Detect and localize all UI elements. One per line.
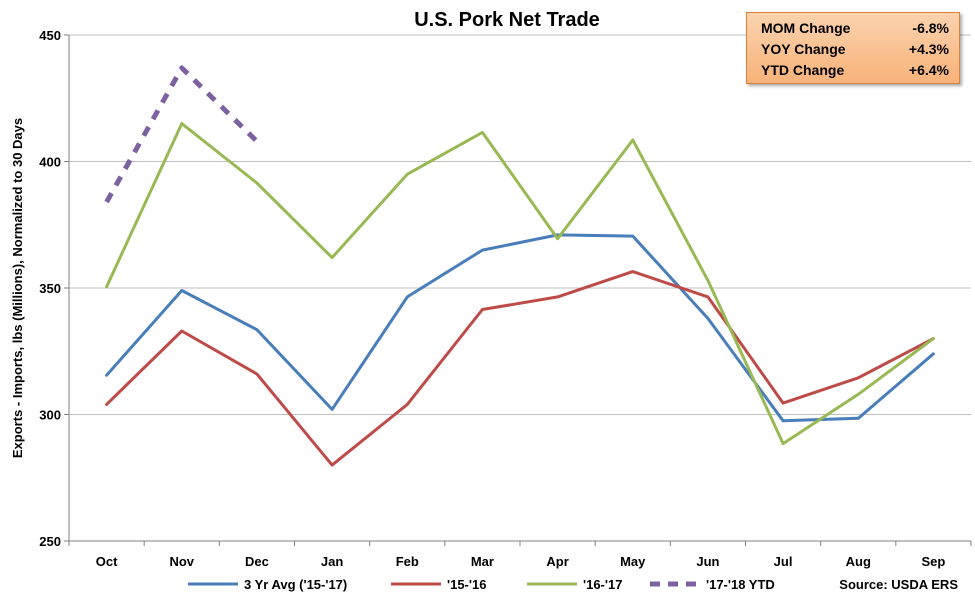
y-tick-label: 250: [39, 534, 61, 549]
stat-row-ytd: YTD Change +6.4%: [761, 60, 949, 81]
stat-value: +6.4%: [908, 62, 949, 78]
stat-label: YTD Change: [761, 62, 845, 78]
x-tick-label: Jan: [321, 554, 343, 569]
stats-box: MOM Change -6.8% YOY Change +4.3% YTD Ch…: [746, 12, 960, 84]
x-tick-label: Mar: [471, 554, 494, 569]
legend: 3 Yr Avg ('15-'17) '15-'16 '16-'17 '17-'18 …: [188, 577, 775, 592]
chart-title: U.S. Pork Net Trade: [414, 9, 600, 31]
stat-row-mom: MOM Change -6.8%: [761, 18, 949, 39]
x-tick-label: Aug: [846, 554, 871, 569]
x-tick-label: Oct: [96, 554, 118, 569]
series-line-2: [105, 122, 935, 446]
gridlines: [64, 34, 971, 542]
series-line-3: [104, 65, 259, 204]
y-tick-labels: 250 300 350 400 450: [39, 28, 61, 549]
legend-label: '15-'16: [447, 577, 486, 592]
y-tick-label: 300: [39, 408, 61, 423]
axes: [68, 35, 972, 546]
x-tick-label: Dec: [245, 554, 269, 569]
legend-label: 3 Yr Avg ('15-'17): [244, 577, 347, 592]
x-tick-labels: Oct Nov Dec Jan Feb Mar Apr May Jun Jul Aug Sep: [96, 554, 946, 569]
x-tick-label: Feb: [396, 554, 419, 569]
legend-label: '17-'18 YTD: [706, 577, 775, 592]
y-axis-label: Exports - Imports, lbs (Millions), Norma…: [10, 118, 25, 458]
x-tick-label: Apr: [546, 554, 568, 569]
x-tick-label: May: [620, 554, 646, 569]
x-tick-label: Sep: [921, 554, 945, 569]
source-note: Source: USDA ERS: [839, 577, 958, 592]
stat-row-yoy: YOY Change +4.3%: [761, 39, 949, 60]
series-line-0: [105, 233, 935, 423]
stat-value: +4.3%: [908, 41, 949, 57]
series-line-1: [105, 270, 935, 467]
series-lines: [104, 65, 935, 467]
stat-label: MOM Change: [761, 20, 851, 36]
stat-label: YOY Change: [761, 41, 846, 57]
stat-value: -6.8%: [912, 20, 949, 36]
y-tick-label: 450: [39, 28, 61, 43]
y-tick-label: 400: [39, 155, 61, 170]
x-tick-label: Nov: [169, 554, 194, 569]
x-tick-label: Jun: [696, 554, 719, 569]
x-tick-label: Jul: [774, 554, 793, 569]
legend-label: '16-'17: [583, 577, 622, 592]
y-tick-label: 350: [39, 281, 61, 296]
